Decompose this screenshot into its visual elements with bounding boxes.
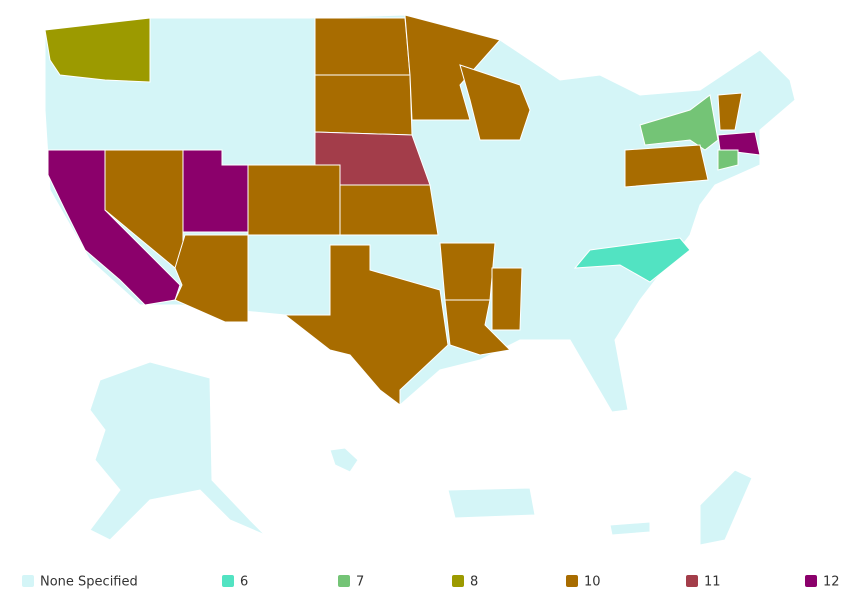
legend-swatch: [338, 575, 350, 587]
legend-swatch: [222, 575, 234, 587]
state: [444, 299, 512, 356]
legend-label: 7: [356, 575, 364, 590]
regions: [44, 14, 761, 406]
legend: None Specified 6 7 8 10 11 12: [22, 575, 840, 590]
state: [717, 131, 761, 156]
legend-swatch: [686, 575, 698, 587]
alaska: [89, 361, 266, 541]
legend-swatch: [566, 575, 578, 587]
state: [639, 94, 719, 151]
state: [283, 244, 449, 406]
state: [459, 64, 531, 141]
legend-label: None Specified: [40, 575, 138, 590]
state: [44, 17, 151, 83]
legend-label: 10: [584, 575, 601, 590]
legend-swatch: [22, 575, 34, 587]
state: [439, 242, 496, 301]
state: [573, 237, 691, 283]
state: [174, 234, 249, 323]
legend-label: 6: [240, 575, 248, 590]
legend-swatch: [805, 575, 817, 587]
legend-label: 8: [470, 575, 478, 590]
legend-swatch: [452, 575, 464, 587]
island: [699, 469, 753, 546]
island: [609, 521, 651, 536]
state: [717, 149, 739, 171]
state: [491, 267, 523, 331]
state: [247, 164, 341, 236]
state: [404, 14, 501, 121]
legend-label: 12: [823, 575, 840, 590]
state: [314, 17, 411, 76]
hawaii: [329, 447, 359, 473]
state: [314, 74, 413, 136]
puerto-rico: [447, 487, 536, 519]
state: [624, 144, 709, 188]
state: [717, 92, 743, 131]
legend-label: 11: [704, 575, 721, 590]
state: [339, 184, 439, 236]
